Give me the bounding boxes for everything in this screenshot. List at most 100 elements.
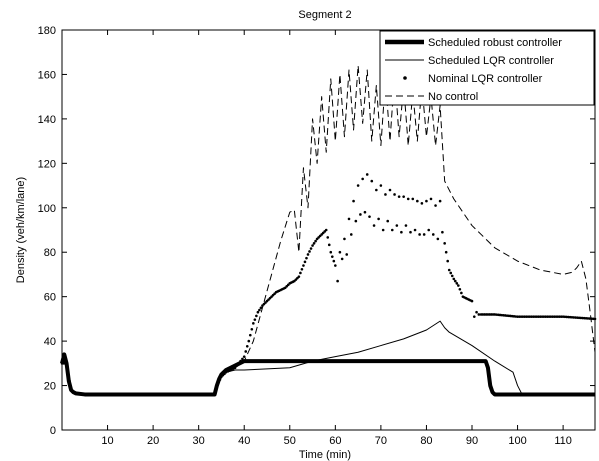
legend-label-nominal: Nominal LQR controller — [428, 73, 543, 85]
series-nominal-lqr-controller-point-169 — [347, 217, 351, 221]
legend-label-lqr: Scheduled LQR controller — [428, 55, 554, 67]
series-nominal-lqr-controller-point-195 — [406, 197, 410, 201]
series-nominal-lqr-controller-point-103 — [242, 355, 246, 358]
series-nominal-lqr-controller-point-110 — [253, 318, 257, 321]
series-nominal-lqr-controller-point-164 — [336, 279, 339, 283]
series-nominal-lqr-controller-point-177 — [365, 173, 369, 176]
series-nominal-lqr-controller-point-202 — [422, 233, 426, 236]
series-nominal-lqr-controller-point-147 — [309, 247, 313, 250]
series-nominal-lqr-controller-point-112 — [256, 310, 260, 314]
x-tick-label-10: 110 — [554, 435, 572, 447]
series-nominal-lqr-controller-point-201 — [420, 202, 424, 205]
x-tick-label-4: 50 — [284, 435, 296, 447]
series-nominal-lqr-controller-point-185 — [384, 193, 387, 196]
series-nominal-lqr-controller-point-211 — [443, 242, 446, 245]
series-nominal-lqr-controller-point-166 — [340, 257, 344, 261]
series-nominal-lqr-controller-point-215 — [449, 271, 453, 275]
series-nominal-lqr-controller-point-149 — [312, 242, 316, 245]
series-nominal-lqr-controller-point-176 — [363, 210, 367, 214]
series-nominal-lqr-controller-point-160 — [329, 250, 333, 254]
series-nominal-lqr-controller-point-161 — [330, 255, 334, 258]
series-nominal-lqr-controller-point-168 — [345, 253, 349, 256]
series-scheduled-robust-controller — [60, 352, 595, 397]
y-axis-label: Density (veh/km/lane) — [15, 177, 27, 283]
x-axis-label: Time (min) — [299, 449, 351, 461]
series-nominal-lqr-controller-point-171 — [352, 199, 355, 203]
series-nominal-lqr-controller-point-158 — [326, 236, 330, 239]
x-tick-label-0: 10 — [101, 435, 113, 447]
series-nominal-lqr-controller-point-157 — [324, 228, 328, 232]
x-tick-label-1: 20 — [147, 435, 159, 447]
series-nominal-lqr-controller-point-193 — [402, 195, 405, 198]
series-nominal-lqr-controller-point-181 — [375, 188, 378, 192]
x-tick-label-5: 60 — [329, 435, 341, 447]
chart-title: Segment 2 — [298, 9, 351, 21]
series-nominal-lqr-controller-point-198 — [413, 228, 417, 232]
series-nominal-lqr-controller-point-109 — [252, 322, 255, 325]
series-nominal-lqr-controller-point-212 — [444, 250, 448, 254]
y-tick-label-4: 80 — [44, 247, 56, 259]
series-nominal-lqr-controller-point-172 — [354, 219, 358, 223]
series-nominal-lqr-controller-point-143 — [303, 260, 307, 264]
series-nominal-lqr-controller-point-221 — [458, 287, 462, 291]
series-nominal-lqr-controller-point-179 — [370, 179, 374, 183]
series-nominal-lqr-controller-point-217 — [452, 277, 456, 281]
y-tick-label-0: 0 — [50, 425, 56, 437]
series-nominal-lqr-controller-point-141 — [300, 267, 304, 271]
series-nominal-lqr-controller-point-113 — [258, 308, 261, 312]
series-nominal-lqr-controller-point-148 — [311, 244, 314, 247]
series-nominal-lqr-controller-point-173 — [356, 184, 360, 187]
series-nominal-lqr-controller-point-142 — [302, 264, 305, 267]
series-nominal-lqr-controller-point-104 — [244, 350, 248, 353]
series-nominal-lqr-controller-point-203 — [425, 199, 428, 203]
series-nominal-lqr-controller-point-170 — [349, 233, 353, 236]
series-nominal-lqr-controller-point-159 — [327, 243, 331, 247]
series-layer — [60, 65, 597, 397]
series-nominal-lqr-controller-point-189 — [393, 193, 396, 196]
y-tick-label-1: 20 — [44, 381, 56, 393]
series-nominal-lqr-controller-point-222 — [460, 291, 463, 295]
series-nominal-lqr-controller-point-180 — [372, 224, 376, 227]
series-nominal-lqr-controller-point-190 — [395, 224, 399, 227]
series-nominal-lqr-controller-point-145 — [306, 253, 310, 256]
series-nominal-lqr-controller-point-229 — [470, 299, 474, 303]
x-tick-label-7: 80 — [420, 435, 432, 447]
series-nominal-lqr-controller-point-298 — [593, 317, 597, 321]
series-nominal-lqr-controller-point-165 — [338, 250, 342, 254]
y-tick-label-7: 140 — [38, 114, 56, 126]
series-nominal-lqr-controller-point-220 — [457, 284, 460, 287]
x-tick-label-3: 40 — [238, 435, 250, 447]
y-tick-label-9: 180 — [38, 25, 56, 37]
series-nominal-lqr-controller-point-218 — [453, 279, 457, 283]
series-nominal-lqr-controller-point-108 — [250, 327, 254, 331]
series-nominal-lqr-controller-point-232 — [477, 313, 481, 316]
series-nominal-lqr-controller-point-204 — [427, 228, 431, 232]
x-tick-label-9: 100 — [508, 435, 526, 447]
y-tick-label-6: 120 — [38, 158, 56, 170]
y-tick-label-8: 160 — [38, 69, 56, 81]
series-nominal-lqr-controller-point-140 — [299, 271, 302, 275]
series-nominal-lqr-controller-point-167 — [343, 237, 346, 241]
series-nominal-lqr-controller-point-184 — [381, 228, 385, 232]
series-nominal-lqr-controller-point-197 — [411, 197, 415, 201]
series-nominal-lqr-controller-point-163 — [334, 264, 337, 267]
series-nominal-lqr-controller-point-219 — [455, 282, 459, 285]
legend-label-robust: Scheduled robust controller — [428, 37, 562, 49]
series-nominal-lqr-controller-point-206 — [431, 233, 435, 236]
series-nominal-lqr-controller-point-150 — [314, 239, 317, 243]
series-nominal-lqr-controller-point-231 — [475, 310, 478, 314]
x-tick-label-2: 30 — [193, 435, 205, 447]
legend: Scheduled robust controller Scheduled LQ… — [379, 30, 595, 106]
series-nominal-lqr-controller-point-199 — [416, 199, 419, 203]
series-nominal-lqr-controller-point-216 — [450, 274, 454, 278]
series-nominal-lqr-controller-point-209 — [438, 199, 442, 203]
x-tick-label-6: 70 — [375, 435, 387, 447]
series-nominal-lqr-controller-point-106 — [247, 339, 251, 343]
series-nominal-lqr-controller-point-188 — [390, 228, 394, 232]
series-nominal-lqr-controller-point-196 — [409, 230, 412, 234]
series-nominal-lqr-controller-point-200 — [418, 233, 421, 236]
series-nominal-lqr-controller-point-174 — [359, 213, 362, 216]
x-tick-label-8: 90 — [466, 435, 478, 447]
series-nominal-lqr-controller-point-178 — [368, 215, 371, 218]
series-nominal-lqr-controller-point-213 — [446, 259, 450, 263]
